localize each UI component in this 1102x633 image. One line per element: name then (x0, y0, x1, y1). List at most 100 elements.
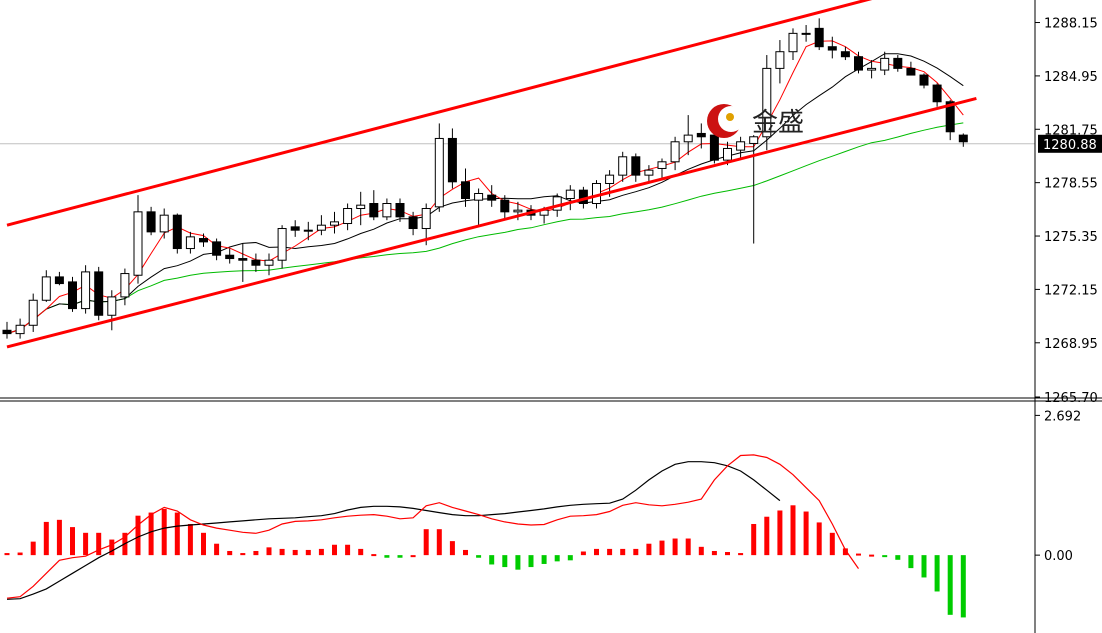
current-price-label: 1280.88 (1043, 138, 1097, 153)
histogram-bar (358, 548, 364, 556)
histogram-bar (751, 523, 757, 556)
candle-body (356, 204, 366, 210)
candle-body (41, 276, 51, 301)
candle-body (565, 189, 575, 200)
candle-body (447, 137, 457, 183)
candle-body (330, 221, 339, 226)
candle (382, 198, 392, 221)
histogram-bar (895, 555, 901, 560)
histogram-bar (410, 555, 416, 558)
candle (330, 211, 339, 234)
histogram-bar (332, 544, 337, 556)
candle-body (316, 224, 326, 231)
histogram-bar (646, 543, 652, 556)
candle-body (867, 67, 877, 71)
histogram-bar (620, 548, 626, 556)
candle (893, 55, 903, 72)
histogram-bar (816, 522, 822, 556)
candle-body (120, 273, 130, 298)
histogram-bar (934, 555, 940, 592)
candle (840, 46, 850, 61)
histogram-bar (449, 541, 455, 556)
price-tick-label: 1275.35 (1044, 230, 1098, 245)
candle-body (238, 258, 248, 261)
candle-body (578, 189, 588, 205)
histogram-bar (960, 555, 966, 618)
candle-body (421, 208, 431, 230)
candle (303, 221, 313, 241)
candle-body (264, 259, 274, 266)
candle (172, 213, 182, 254)
candle (54, 271, 64, 286)
candle-body (670, 141, 680, 163)
histogram-bar (594, 548, 599, 556)
histogram-bar (43, 521, 49, 556)
candle-body (683, 134, 693, 143)
candle-body (827, 46, 837, 51)
histogram-bar (436, 529, 442, 556)
histogram-bar (502, 555, 508, 568)
histogram-bar (856, 553, 861, 556)
histogram-bar (659, 540, 665, 556)
candle-body (958, 134, 968, 143)
histogram-bar (17, 552, 23, 556)
candle-body (723, 147, 732, 161)
histogram-bar (869, 554, 875, 557)
histogram-bar (711, 550, 717, 556)
candle (670, 136, 680, 171)
candle (631, 153, 641, 182)
candle (474, 188, 484, 226)
histogram-bar (109, 539, 115, 556)
histogram-bar (685, 538, 691, 556)
candle-body (644, 169, 654, 176)
histogram-bar (96, 532, 102, 556)
candle-body (709, 134, 719, 161)
candle (107, 290, 117, 331)
candle-body (762, 67, 772, 138)
histogram-bar (725, 552, 730, 556)
histogram-bar (580, 551, 586, 556)
candle (683, 115, 693, 156)
candle (408, 211, 418, 236)
candle (343, 203, 353, 231)
candle-body (500, 199, 510, 213)
histogram-bar (371, 554, 377, 557)
candle (185, 231, 195, 254)
candle-body (408, 216, 418, 230)
signal-fast-line (6, 454, 859, 599)
histogram-bar (70, 527, 75, 556)
candle-body (251, 259, 261, 266)
candle-body (631, 156, 641, 176)
candle (867, 60, 877, 79)
candle-body (919, 74, 929, 86)
candle (487, 185, 497, 207)
histogram-bar (882, 555, 888, 558)
candle (906, 61, 916, 76)
candle (775, 40, 785, 84)
candle-body (54, 276, 64, 285)
histogram-bar (764, 516, 770, 556)
osc-tick-label: 2.692 (1044, 409, 1081, 424)
candle-body (775, 51, 785, 69)
candle (919, 73, 929, 89)
candle (945, 100, 955, 141)
candle-body (382, 203, 392, 218)
candle (395, 198, 405, 222)
price-tick-label: 1288.15 (1044, 17, 1098, 32)
histogram-bar (266, 547, 272, 556)
candle-body (906, 67, 916, 76)
candle-body (434, 137, 444, 208)
candle-body (840, 51, 850, 58)
histogram-bar (161, 508, 167, 556)
price-tick-label: 1268.95 (1044, 337, 1098, 352)
histogram-bar (279, 548, 285, 556)
candle-body (945, 101, 955, 133)
candle-body (28, 299, 38, 326)
candle-body (657, 161, 667, 169)
candle (749, 135, 759, 244)
candle-body (2, 329, 12, 335)
histogram-bar (384, 555, 390, 558)
candle-body (133, 211, 143, 276)
candle-body (605, 174, 615, 184)
